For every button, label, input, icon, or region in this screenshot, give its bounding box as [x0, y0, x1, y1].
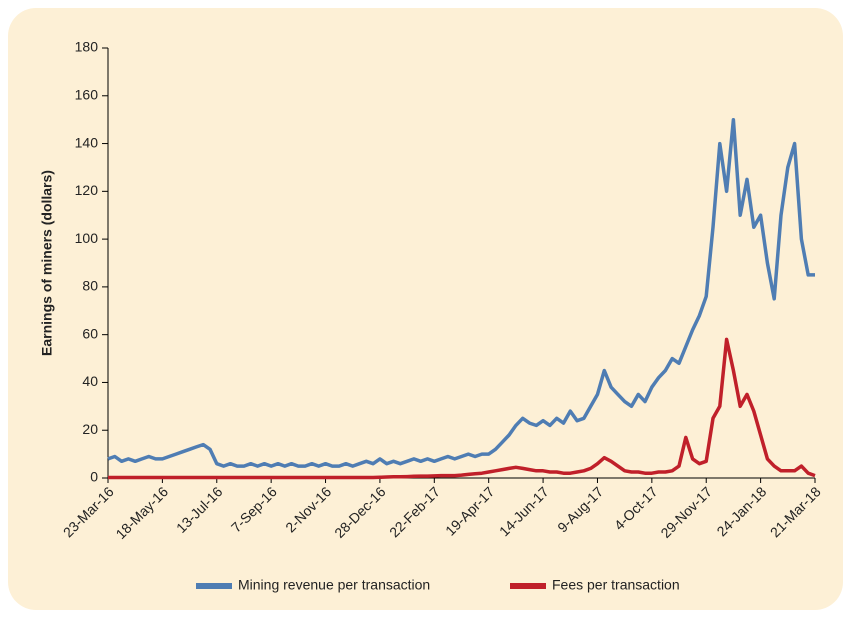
y-tick-label: 120: [75, 182, 99, 198]
legend-label: Mining revenue per transaction: [238, 577, 430, 593]
y-tick-label: 140: [75, 134, 99, 150]
legend-label: Fees per transaction: [552, 577, 680, 593]
y-tick-label: 40: [82, 373, 98, 389]
line-series: [107, 117, 815, 468]
y-tick-label: 180: [75, 39, 99, 55]
y-tick-label: 60: [82, 325, 98, 341]
y-axis-label: Earnings of miners (dollars): [39, 170, 55, 356]
line-series: [108, 337, 816, 480]
y-tick-label: 80: [82, 278, 98, 294]
y-tick-label: 0: [90, 469, 98, 485]
y-tick-label: 100: [75, 230, 99, 246]
y-tick-label: 160: [75, 86, 99, 102]
y-tick-label: 20: [82, 421, 98, 437]
